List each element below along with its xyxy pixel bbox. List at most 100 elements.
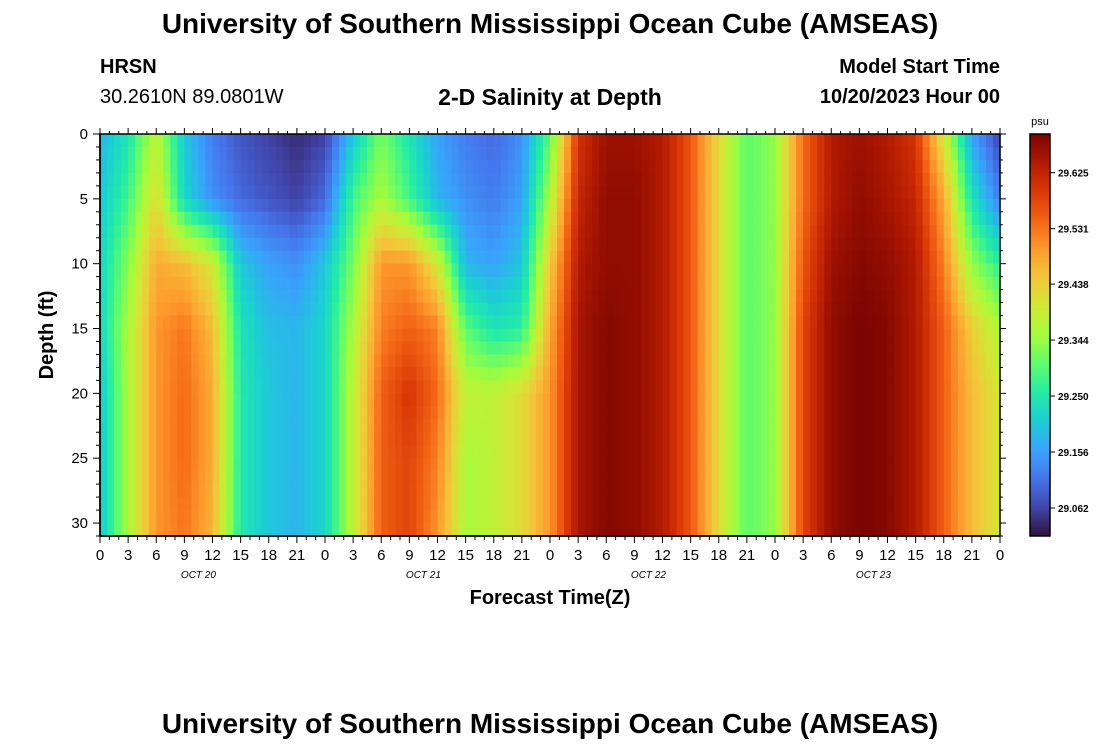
heatmap-cell [746, 250, 755, 265]
heatmap-cell [929, 172, 938, 187]
heatmap-cell [620, 393, 628, 407]
heatmap-cell [908, 224, 917, 239]
heatmap-cell [163, 497, 171, 511]
heatmap-cell [831, 134, 839, 148]
heatmap-cell [374, 406, 382, 420]
heatmap-cell [838, 341, 846, 356]
colorbar-tick-label: 29.625 [1058, 169, 1089, 180]
heatmap-cell [655, 354, 664, 369]
heatmap-cell [641, 224, 650, 239]
heatmap-cell [683, 354, 692, 369]
heatmap-cell [317, 432, 326, 446]
heatmap-cell [163, 510, 171, 524]
heatmap-cell [360, 289, 368, 304]
heatmap-cell [233, 380, 242, 394]
heatmap-cell [901, 510, 910, 524]
heatmap-cell [107, 354, 115, 369]
heatmap-cell [142, 172, 150, 187]
heatmap-cell [697, 341, 706, 356]
heatmap-cell [247, 224, 256, 239]
heatmap-cell [521, 172, 530, 187]
heatmap-cell [739, 328, 748, 343]
heatmap-cell [367, 146, 375, 161]
heatmap-cell [317, 393, 326, 407]
heatmap-cell [894, 211, 903, 226]
heatmap-cell [690, 354, 699, 369]
heatmap-cell [310, 237, 319, 252]
heatmap-cell [191, 510, 200, 524]
heatmap-cell [550, 315, 558, 330]
heatmap-cell [346, 341, 354, 356]
heatmap-cell [620, 458, 628, 472]
heatmap-cell [156, 250, 164, 265]
heatmap-cell [233, 159, 242, 174]
heatmap-cell [535, 211, 544, 226]
heatmap-cell [683, 432, 692, 446]
heatmap-cell [753, 185, 762, 200]
heatmap-cell [205, 471, 214, 485]
heatmap-cell [767, 224, 776, 239]
heatmap-cell [922, 185, 931, 200]
heatmap-cell [374, 458, 382, 472]
heatmap-cell [585, 250, 593, 265]
heatmap-cell [479, 263, 488, 278]
heatmap-cell [325, 302, 333, 317]
heatmap-cell [725, 172, 734, 187]
heatmap-cell [971, 315, 980, 330]
heatmap-cell [620, 263, 628, 278]
heatmap-cell [782, 134, 790, 148]
heatmap-cell [528, 393, 537, 407]
heatmap-cell [908, 380, 917, 394]
heatmap-cell [950, 458, 959, 472]
heatmap-cell [542, 458, 551, 472]
heatmap-cell [275, 250, 284, 265]
heatmap-cell [936, 354, 945, 369]
heatmap-cell [261, 419, 270, 433]
heatmap-cell [950, 237, 959, 252]
heatmap-cell [170, 211, 178, 226]
heatmap-cell [107, 159, 115, 174]
heatmap-cell [606, 393, 614, 407]
heatmap-cell [156, 134, 164, 148]
heatmap-cell [585, 134, 593, 148]
heatmap-cell [493, 146, 502, 161]
heatmap-cell [613, 211, 621, 226]
heatmap-cell [437, 224, 446, 239]
heatmap-cell [971, 146, 980, 161]
heatmap-cell [184, 315, 193, 330]
heatmap-cell [571, 445, 579, 459]
heatmap-cell [971, 185, 980, 200]
heatmap-cell [767, 458, 776, 472]
heatmap-cell [486, 159, 495, 174]
heatmap-cell [416, 250, 425, 265]
heatmap-cell [402, 159, 410, 174]
heatmap-cell [465, 523, 474, 537]
heatmap-cell [683, 445, 692, 459]
heatmap-cell [325, 146, 333, 161]
heatmap-cell [571, 289, 579, 304]
heatmap-cell [465, 172, 474, 187]
heatmap-cell [353, 315, 361, 330]
heatmap-cell [641, 484, 650, 498]
heatmap-cell [753, 224, 762, 239]
heatmap-cell [782, 419, 790, 433]
heatmap-cell [128, 302, 136, 317]
heatmap-cell [261, 172, 270, 187]
heatmap-cell [571, 432, 579, 446]
heatmap-cell [493, 172, 502, 187]
heatmap-cell [212, 302, 221, 317]
heatmap-cell [739, 510, 748, 524]
heatmap-cell [585, 146, 593, 161]
heatmap-cell [641, 146, 650, 161]
heatmap-cell [690, 146, 699, 161]
heatmap-cell [634, 510, 643, 524]
heatmap-cell [219, 471, 228, 485]
heatmap-cell [669, 250, 678, 265]
x-tick-label: 9 [630, 547, 638, 564]
heatmap-cell [950, 523, 959, 537]
heatmap-cell [908, 432, 917, 446]
heatmap-cell [732, 380, 741, 394]
heatmap-cell [620, 146, 628, 161]
heatmap-cell [789, 484, 797, 498]
heatmap-cell [289, 250, 298, 265]
